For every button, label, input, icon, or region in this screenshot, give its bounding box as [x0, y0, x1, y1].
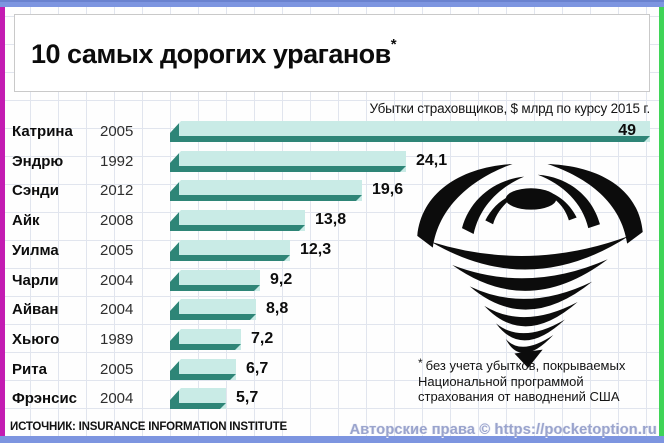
hurricane-name-label: Хьюго	[12, 331, 60, 348]
hurricane-name-label: Фрэнсис	[12, 390, 78, 407]
value-label: 12,3	[300, 241, 332, 258]
value-label: 7,2	[251, 330, 274, 347]
page-title: 10 самых дорогих ураганов*	[31, 36, 397, 69]
frame-bottom-bar	[0, 436, 664, 443]
hurricane-name-label: Катрина	[12, 123, 73, 140]
chart-subtitle: Убытки страховщиков, $ млрд по курсу 201…	[369, 101, 651, 116]
hurricane-name-label: Эндрю	[12, 153, 64, 170]
bar	[170, 388, 226, 409]
footnote-marker: *	[418, 356, 423, 370]
bar	[170, 270, 260, 291]
value-label: 13,8	[315, 211, 347, 228]
bar	[170, 329, 241, 350]
frame-right-border	[659, 7, 664, 436]
value-label: 49	[618, 122, 636, 139]
title-asterisk: *	[390, 36, 397, 53]
hurricane-name-label: Айк	[12, 212, 40, 229]
bar	[170, 180, 362, 201]
hurricane-name-label: Рита	[12, 361, 47, 378]
value-label: 9,2	[270, 271, 293, 288]
bar	[170, 359, 236, 380]
value-label: 6,7	[246, 360, 269, 377]
hurricane-year-label: 2008	[100, 212, 134, 229]
frame-top-bar	[0, 0, 664, 7]
value-label: 24,1	[416, 152, 448, 169]
hurricane-year-label: 2004	[100, 301, 134, 318]
hurricane-year-label: 1989	[100, 331, 134, 348]
tornado-icon	[417, 164, 643, 369]
frame-left-border	[0, 7, 5, 436]
value-label: 5,7	[236, 389, 259, 406]
hurricane-name-label: Сэнди	[12, 182, 59, 199]
hurricane-year-label: 2005	[100, 361, 134, 378]
footnote: * без учета убытков, покрываемых Национал…	[418, 356, 660, 405]
value-label: 19,6	[372, 181, 404, 198]
hurricane-name-label: Уилма	[12, 242, 59, 259]
bar	[170, 210, 305, 231]
hurricane-name-label: Чарли	[12, 272, 59, 289]
hurricane-year-label: 1992	[100, 153, 134, 170]
footnote-text: без учета убытков, покрываемых Националь…	[418, 358, 626, 404]
bar	[170, 151, 406, 172]
title-box: 10 самых дорогих ураганов*	[14, 14, 650, 92]
value-label: 8,8	[266, 300, 289, 317]
hurricane-year-label: 2005	[100, 123, 134, 140]
copyright-watermark: Авторские права © https://pocketoption.r…	[349, 422, 657, 438]
hurricane-year-label: 2012	[100, 182, 134, 199]
hurricane-year-label: 2005	[100, 242, 134, 259]
bar	[170, 121, 650, 142]
bar	[170, 299, 256, 320]
hurricane-year-label: 2004	[100, 390, 134, 407]
hurricane-name-label: Айван	[12, 301, 59, 318]
hurricane-year-label: 2004	[100, 272, 134, 289]
bar	[170, 240, 290, 261]
source-credit: ИСТОЧНИК: INSURANCE INFORMATION INSTITUT…	[10, 421, 287, 433]
